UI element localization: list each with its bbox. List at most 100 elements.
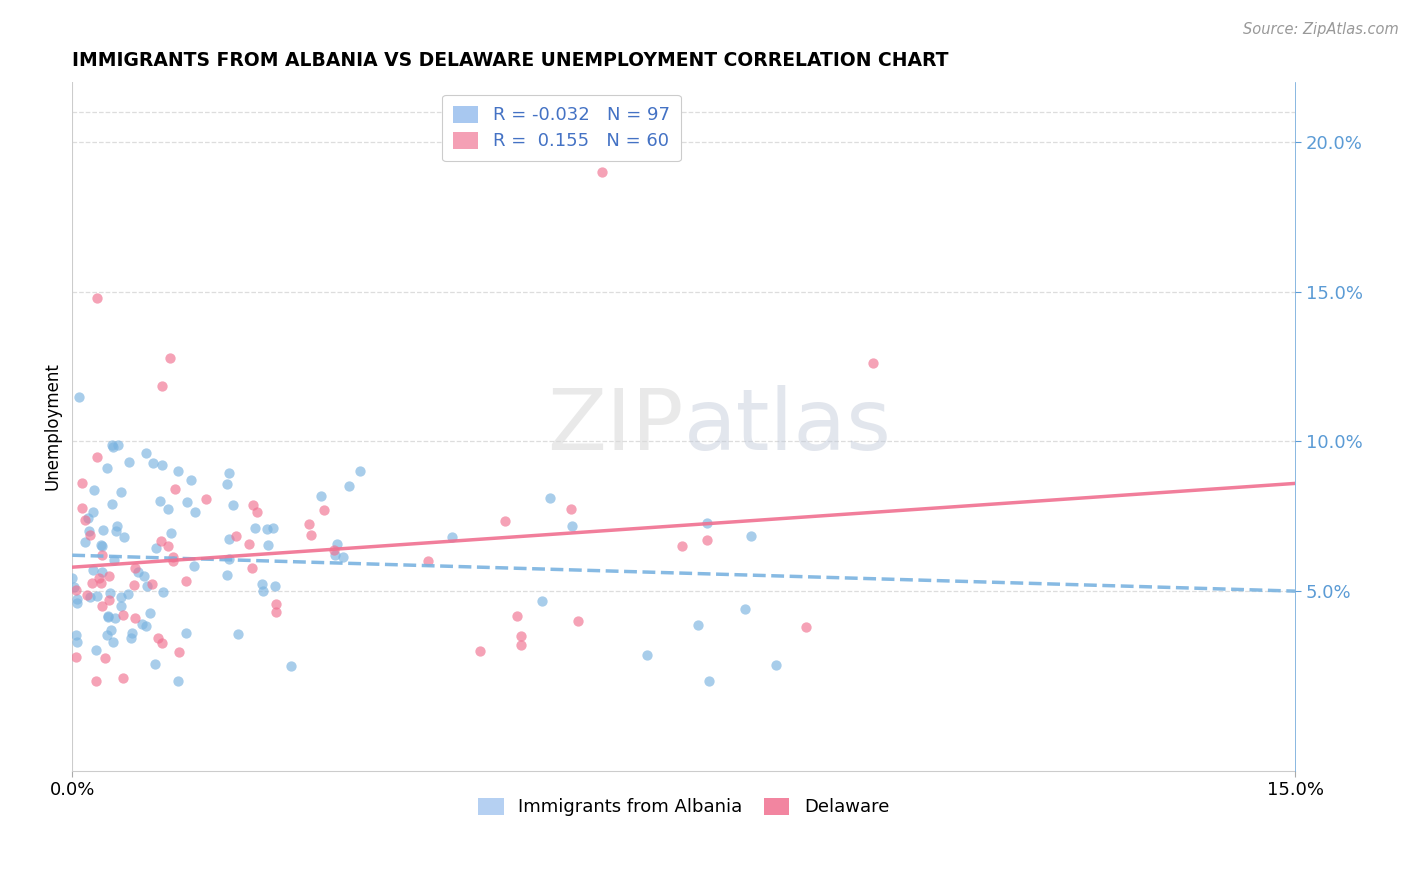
Point <box>107 438 129 452</box>
Point <box>87 571 110 585</box>
Point <box>740 528 762 542</box>
Point <box>124 561 146 575</box>
Point <box>82 563 104 577</box>
Point <box>195 491 218 506</box>
Point <box>107 519 129 533</box>
Point <box>66 635 89 649</box>
Point <box>101 497 124 511</box>
Point <box>105 524 128 538</box>
Point <box>222 498 245 512</box>
Point <box>82 505 104 519</box>
Point <box>112 671 135 685</box>
Point <box>79 524 101 538</box>
Point <box>134 569 156 583</box>
Y-axis label: Unemployment: Unemployment <box>44 362 60 491</box>
Point <box>734 601 756 615</box>
Point <box>91 540 114 554</box>
Point <box>60 571 83 585</box>
Point <box>765 657 787 672</box>
Point <box>94 651 117 665</box>
Point <box>567 614 589 628</box>
Point <box>174 626 197 640</box>
Point <box>97 592 120 607</box>
Point <box>218 467 240 481</box>
Point <box>96 628 118 642</box>
Point <box>90 538 112 552</box>
Point <box>256 538 278 552</box>
Point <box>101 441 124 455</box>
Point <box>152 585 174 599</box>
Point <box>686 617 709 632</box>
Point <box>98 568 121 582</box>
Point <box>149 494 172 508</box>
Point <box>112 530 135 544</box>
Point <box>176 495 198 509</box>
Point <box>103 634 125 648</box>
Point <box>160 526 183 541</box>
Point <box>124 611 146 625</box>
Point <box>110 599 132 614</box>
Point <box>156 501 179 516</box>
Point <box>100 624 122 638</box>
Point <box>79 591 101 605</box>
Point <box>83 483 105 498</box>
Point <box>103 552 125 566</box>
Point <box>150 636 173 650</box>
Point <box>110 485 132 500</box>
Point <box>162 554 184 568</box>
Point <box>136 579 159 593</box>
Point <box>184 505 207 519</box>
Point <box>242 498 264 512</box>
Point <box>238 537 260 551</box>
Point <box>135 446 157 460</box>
Text: Source: ZipAtlas.com: Source: ZipAtlas.com <box>1243 22 1399 37</box>
Point <box>97 610 120 624</box>
Point <box>91 549 114 563</box>
Point <box>262 520 284 534</box>
Point <box>142 456 165 470</box>
Point <box>245 521 267 535</box>
Point <box>468 644 491 658</box>
Point <box>86 450 108 464</box>
Point <box>509 629 531 643</box>
Point <box>73 513 96 527</box>
Point <box>65 628 87 642</box>
Point <box>441 530 464 544</box>
Point <box>494 514 516 528</box>
Point <box>323 543 346 558</box>
Point <box>91 524 114 538</box>
Point <box>143 657 166 671</box>
Point <box>252 584 274 599</box>
Point <box>280 658 302 673</box>
Point <box>65 650 87 665</box>
Point <box>264 598 287 612</box>
Point <box>76 588 98 602</box>
Point <box>77 510 100 524</box>
Point <box>217 477 239 491</box>
Point <box>250 577 273 591</box>
Point <box>509 638 531 652</box>
Point <box>86 589 108 603</box>
Point <box>122 578 145 592</box>
Point <box>110 590 132 604</box>
Point <box>145 541 167 556</box>
Point <box>418 554 440 568</box>
Point <box>671 539 693 553</box>
Point <box>127 565 149 579</box>
Point <box>349 464 371 478</box>
Point <box>636 648 658 662</box>
Point <box>256 522 278 536</box>
Point <box>242 561 264 575</box>
Point <box>312 502 335 516</box>
Point <box>98 585 121 599</box>
Point <box>86 291 108 305</box>
Point <box>75 534 97 549</box>
Point <box>111 608 134 623</box>
Point <box>159 351 181 365</box>
Point <box>218 532 240 546</box>
Point <box>226 626 249 640</box>
Point <box>332 549 354 564</box>
Point <box>215 568 238 582</box>
Point <box>67 390 90 404</box>
Point <box>506 608 529 623</box>
